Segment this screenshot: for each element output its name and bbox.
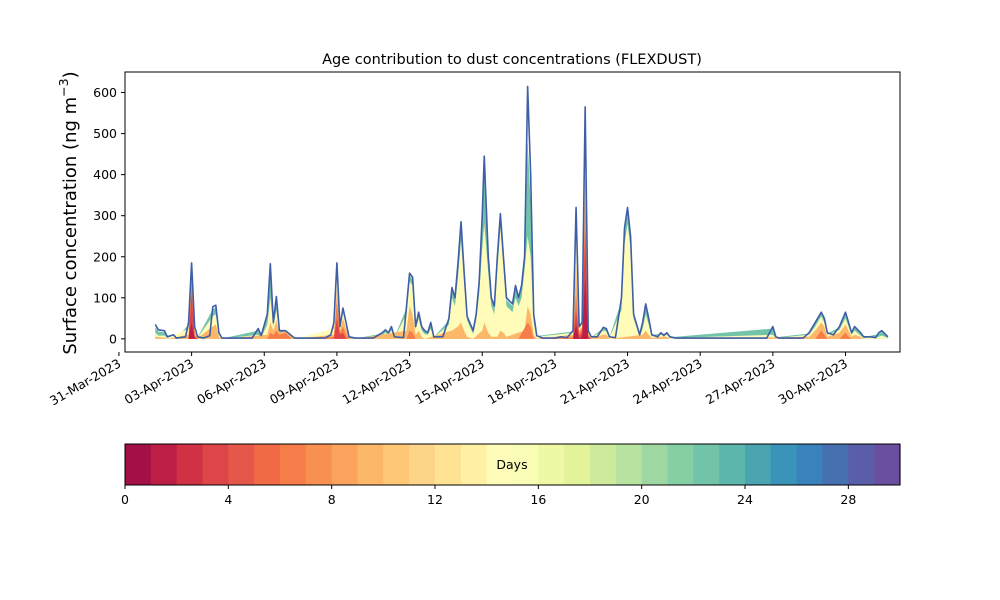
colorbar-segment (770, 444, 798, 485)
y-axis-ticks: 0 100 200 300 400 500 600 (93, 85, 125, 346)
colorbar-segment (822, 444, 849, 485)
x-tick-label: 03-Apr-2023 (122, 356, 196, 408)
colorbar-tick-label: 16 (530, 492, 546, 507)
colorbar-tick-label: 24 (737, 492, 753, 507)
x-tick-label: 31-Mar-2023 (47, 356, 123, 409)
colorbar-segment (745, 444, 772, 485)
y-axis-label-main: Surface concentration (ng m (60, 97, 81, 355)
total-concentration (154, 85, 889, 339)
x-tick-label: 30-Apr-2023 (776, 356, 850, 408)
y-tick-label: 400 (93, 167, 117, 182)
y-tick-label: 300 (93, 208, 117, 223)
colorbar-segment (796, 444, 824, 485)
colorbar-tick-label: 12 (427, 492, 443, 507)
plot-frame (124, 71, 901, 353)
colorbar-segment (848, 444, 875, 485)
colorbar-segment (564, 444, 591, 485)
colorbar-ticks: 0 4 8 12 16 20 24 28 (121, 485, 856, 507)
x-tick-label: 21-Apr-2023 (558, 356, 632, 408)
colorbar-segment (357, 444, 384, 485)
x-axis-ticks: 31-Mar-202303-Apr-202306-Apr-202309-Apr-… (47, 352, 850, 408)
y-axis-label: Surface concentration (ng m−3) (56, 71, 81, 354)
colorbar-segment (331, 444, 359, 485)
colorbar-segment (202, 444, 229, 485)
colorbar-segment (590, 444, 617, 485)
colorbar-segment (460, 444, 488, 485)
x-tick-label: 24-Apr-2023 (630, 356, 704, 408)
colorbar-segment (874, 444, 901, 485)
x-tick-label: 18-Apr-2023 (485, 356, 559, 408)
chart-title: Age contribution to dust concentrations … (322, 52, 702, 68)
y-tick-label: 100 (93, 290, 117, 305)
colorbar-label: Days (496, 457, 527, 472)
y-tick-label: 600 (93, 85, 117, 100)
colorbar-segment (125, 444, 152, 485)
colorbar-segment (409, 444, 436, 485)
x-tick-label: 12-Apr-2023 (340, 356, 414, 408)
age-band-22-days (155, 117, 888, 339)
colorbar-segment (486, 444, 514, 485)
colorbar-segment (176, 444, 204, 485)
colorbar-frame (124, 443, 901, 486)
colorbar-segment (538, 444, 565, 485)
x-tick-label: 06-Apr-2023 (194, 356, 268, 408)
colorbar-tick-label: 8 (328, 492, 336, 507)
x-tick-label: 15-Apr-2023 (412, 356, 486, 408)
colorbar-segment (667, 444, 694, 485)
colorbar-segment (693, 444, 720, 485)
colorbar-tick-label: 0 (121, 492, 129, 507)
x-tick-label: 09-Apr-2023 (267, 356, 341, 408)
colorbar-segment (435, 444, 462, 485)
colorbar-segment (254, 444, 281, 485)
colorbar-segment (512, 444, 539, 485)
colorbar-segment (280, 444, 307, 485)
colorbar-tick-label: 28 (840, 492, 856, 507)
y-tick-label: 500 (93, 126, 117, 141)
colorbar-segment (641, 444, 669, 485)
age-bands (155, 117, 888, 339)
total-concentration-line (154, 85, 889, 339)
colorbar-segment (228, 444, 255, 485)
colorbar-segment (383, 444, 410, 485)
y-axis-label-unit-exponent: −3 (56, 78, 71, 96)
y-tick-label: 200 (93, 249, 117, 264)
y-tick-label: 0 (109, 331, 117, 346)
colorbar-tick-label: 20 (634, 492, 650, 507)
colorbar-segment (305, 444, 333, 485)
x-tick-label: 27-Apr-2023 (703, 356, 777, 408)
colorbar (125, 444, 901, 485)
y-axis-label-close: ) (60, 71, 81, 78)
colorbar-tick-label: 4 (224, 492, 232, 507)
colorbar-segment (150, 444, 178, 485)
colorbar-segment (615, 444, 643, 485)
colorbar-segment (719, 444, 746, 485)
age-band-14-days (155, 141, 888, 339)
